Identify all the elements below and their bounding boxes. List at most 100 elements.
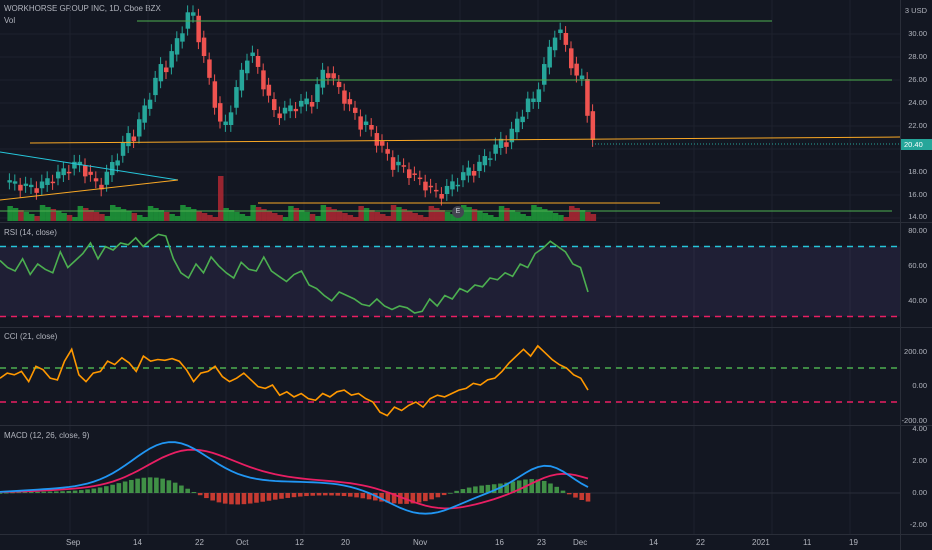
volume-label: Vol xyxy=(4,16,16,25)
macd-histogram-bar xyxy=(260,493,266,502)
macd-histogram-bar xyxy=(485,484,491,493)
volume-bar xyxy=(234,212,240,221)
macd-histogram-bar xyxy=(104,486,109,493)
volume-bar xyxy=(407,211,413,221)
candle-body xyxy=(266,84,272,96)
volume-bar xyxy=(326,207,332,221)
candle-body xyxy=(482,156,488,166)
macd-histogram-bar xyxy=(516,480,522,493)
candle-body xyxy=(88,171,93,175)
macd-histogram-bar xyxy=(235,493,241,505)
volume-bar xyxy=(261,209,267,221)
volume-bar xyxy=(288,206,294,221)
cci-chart[interactable] xyxy=(0,328,900,425)
macd-histogram-bar xyxy=(466,487,472,493)
volume-bar xyxy=(563,217,570,221)
volume-bar xyxy=(315,216,321,221)
volume-bar xyxy=(23,212,30,221)
volume-bar xyxy=(466,207,472,221)
volume-bar xyxy=(245,216,251,221)
macd-histogram-bar xyxy=(423,493,428,502)
candle-body xyxy=(126,133,131,147)
signal-line xyxy=(0,448,589,510)
candle-body xyxy=(164,67,169,73)
macd-histogram-bar xyxy=(191,492,197,493)
candle-body xyxy=(77,161,83,166)
candle-body xyxy=(331,73,336,79)
time-tick: Nov xyxy=(413,538,428,547)
volume-bar xyxy=(158,210,165,221)
macd-histogram-bar xyxy=(398,493,403,504)
macd-histogram-bar xyxy=(554,486,560,493)
macd-histogram-bar xyxy=(535,479,541,493)
volume-bar xyxy=(590,214,597,221)
price-chart[interactable] xyxy=(0,0,900,222)
candle-body xyxy=(363,121,369,125)
volume-bar xyxy=(110,205,116,221)
macd-histogram-bar xyxy=(3,492,9,494)
macd-histogram-bar xyxy=(341,493,347,497)
candle-body xyxy=(342,90,347,104)
macd-histogram-bar xyxy=(216,493,222,503)
macd-histogram-bar xyxy=(154,477,159,493)
candle-body xyxy=(34,188,39,193)
macd-histogram-bar xyxy=(122,481,128,493)
macd-histogram-bar xyxy=(160,478,165,493)
volume-bar xyxy=(353,217,359,221)
macd-histogram-bar xyxy=(304,493,309,497)
volume-bar xyxy=(56,211,62,221)
macd-histogram-bar xyxy=(210,493,215,501)
time-axis[interactable]: Sep 14 22 Oct 12 20 Nov 16 23 Dec 14 22 … xyxy=(0,535,932,550)
candle-body xyxy=(153,77,158,96)
candle-body xyxy=(180,33,185,42)
candle-body xyxy=(196,15,201,43)
volume-bar xyxy=(196,211,202,221)
candle-body xyxy=(412,173,417,175)
volume-bar xyxy=(153,208,159,221)
candle-body xyxy=(423,181,428,191)
candle-body xyxy=(455,184,461,187)
macd-histogram-bar xyxy=(91,488,97,493)
time-tick: 14 xyxy=(133,538,142,547)
macd-title: MACD (12, 26, close, 9) xyxy=(4,431,90,440)
volume-bar xyxy=(126,211,132,221)
macd-histogram-bar xyxy=(85,489,90,493)
macd-tick: 4.00 xyxy=(912,424,927,433)
earnings-badge[interactable]: E xyxy=(452,206,464,218)
candle-body xyxy=(417,177,423,180)
volume-bar xyxy=(304,212,310,221)
candle-body xyxy=(525,98,531,113)
macd-histogram-bar xyxy=(97,487,103,493)
candle-body xyxy=(185,12,191,29)
volume-bar xyxy=(558,215,564,221)
volume-bar xyxy=(542,209,548,221)
volume-bar xyxy=(412,213,418,221)
rsi-chart[interactable] xyxy=(0,223,900,327)
candle-body xyxy=(234,87,239,108)
candle-body xyxy=(191,12,196,16)
price-axis[interactable]: 3 USD 30.00 28.00 26.00 24.00 22.00 20.4… xyxy=(900,0,932,550)
macd-histogram-bar xyxy=(579,493,585,501)
volume-bar xyxy=(164,212,170,221)
volume-bar xyxy=(169,214,175,221)
macd-histogram-bar xyxy=(247,493,253,504)
macd-tick: -2.00 xyxy=(909,520,927,529)
currency-label: USD xyxy=(911,6,927,15)
macd-histogram-bar xyxy=(510,481,516,493)
volume-bar xyxy=(293,208,300,221)
macd-chart[interactable] xyxy=(0,426,900,534)
pane-divider xyxy=(0,425,932,426)
volume-bar xyxy=(104,216,111,221)
candle-body xyxy=(347,99,353,105)
triangle-line xyxy=(0,151,179,181)
macd-histogram-bar xyxy=(429,493,434,500)
candle-body xyxy=(212,81,218,108)
volume-bar xyxy=(369,210,375,221)
volume-bar xyxy=(83,208,89,221)
volume-bar xyxy=(455,216,462,221)
macd-histogram-bar xyxy=(179,485,184,493)
candle-body xyxy=(444,185,450,194)
macd-histogram-bar xyxy=(441,493,447,496)
time-tick: 11 xyxy=(803,538,812,547)
volume-bar xyxy=(185,207,192,221)
